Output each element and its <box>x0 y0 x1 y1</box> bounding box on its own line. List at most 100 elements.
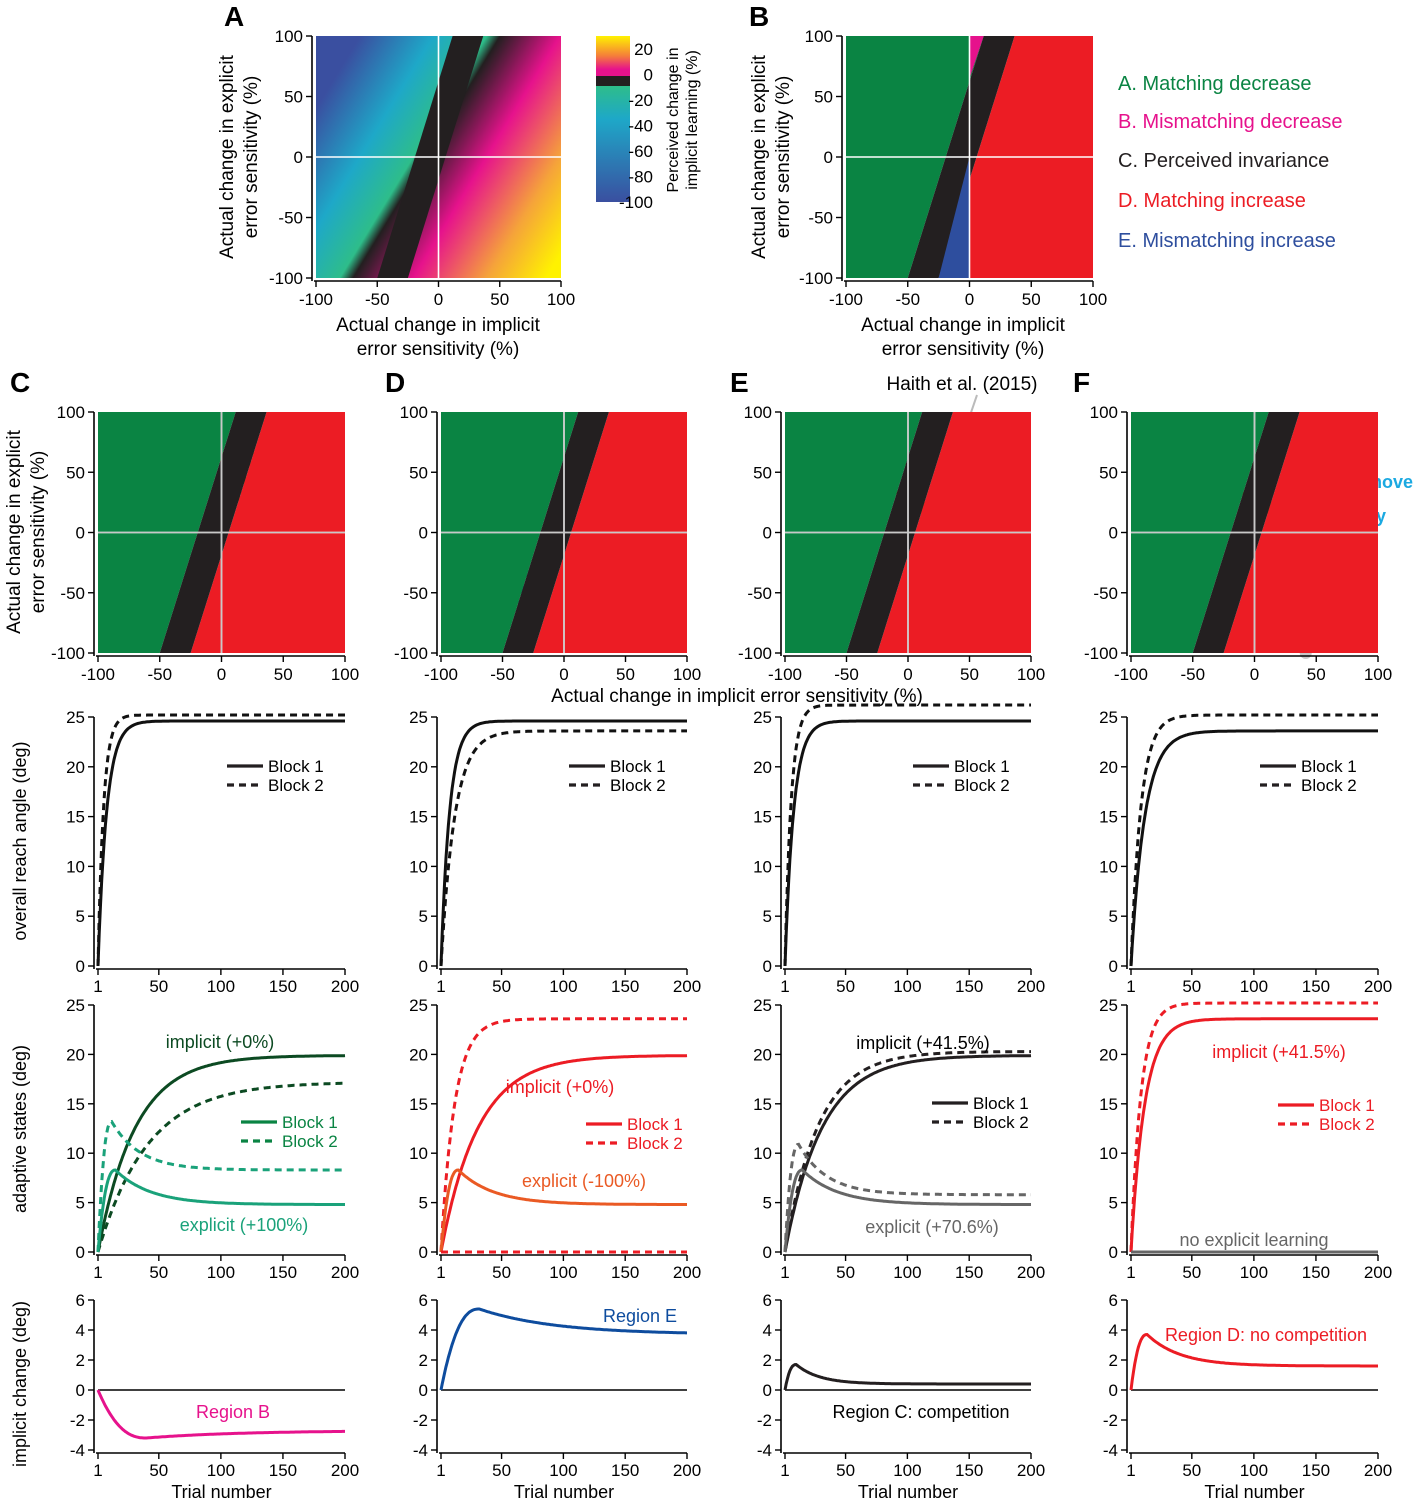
colorbar-tick-label: 20 <box>634 40 653 59</box>
x-tick-label: 50 <box>836 1461 855 1480</box>
y-axis-title: Actual change in explicit <box>4 429 25 634</box>
x-tick-label: 150 <box>611 1461 639 1480</box>
colorbar-tick-label: -20 <box>628 91 653 110</box>
y-tick-label: 20 <box>66 758 85 777</box>
x-tick-label: 150 <box>269 1263 297 1282</box>
y-tick-label: 15 <box>753 808 772 827</box>
region-map-b <box>841 36 1093 282</box>
x-tick-label: 1 <box>93 977 102 996</box>
x-axis-title: Actual change in implicit error sensitiv… <box>551 686 923 707</box>
state-line-2 <box>783 1050 1031 1253</box>
x-tick-label: 100 <box>207 1263 235 1282</box>
y-tick-label: 20 <box>1099 758 1118 777</box>
y-tick-label: -100 <box>51 644 85 663</box>
x-tick-label: 50 <box>1182 1461 1201 1480</box>
y-tick-label: -50 <box>403 584 428 603</box>
y-tick-label: 20 <box>66 1045 85 1064</box>
y-tick-label: 0 <box>419 524 428 543</box>
y-tick-label: 25 <box>66 996 85 1015</box>
x-tick-label: 1 <box>436 1461 445 1480</box>
colorbar-title: Perceived change in <box>665 48 682 193</box>
y-tick-label: 15 <box>66 1095 85 1114</box>
y-tick-label: 50 <box>814 88 833 107</box>
x-tick-label: 50 <box>836 977 855 996</box>
y-axis-title: Actual change in explicit <box>217 54 238 259</box>
y-tick-label: 2 <box>419 1351 428 1370</box>
x-tick-label: 100 <box>549 1461 577 1480</box>
x-axis-title: error sensitivity (%) <box>882 339 1045 360</box>
colorbar-title: implicit learning (%) <box>684 50 701 190</box>
panel-letter: C <box>10 367 30 398</box>
region-label: Region B <box>196 1402 270 1422</box>
y-tick-label: 0 <box>763 524 772 543</box>
x-tick-label: 200 <box>1017 977 1045 996</box>
y-tick-label: -2 <box>413 1411 428 1430</box>
legend-label: Block 1 <box>1301 757 1357 776</box>
x-tick-label: 150 <box>611 1263 639 1282</box>
x-tick-label: 100 <box>207 1461 235 1480</box>
implicit-change-line <box>1129 1332 1378 1391</box>
y-tick-label: 15 <box>409 1095 428 1114</box>
legend-entry: C. Perceived invariance <box>1118 150 1329 172</box>
y-tick-label: 0 <box>76 1381 85 1400</box>
x-axis-title: Actual change in implicit <box>861 315 1066 336</box>
implicit-change-line <box>439 1307 687 1391</box>
x-tick-label: -50 <box>147 665 172 684</box>
x-tick-label: -50 <box>895 290 920 309</box>
y-axis-title: adaptive states (deg) <box>10 1045 30 1213</box>
legend-entry: B. Mismatching decrease <box>1118 111 1343 133</box>
x-tick-label: 150 <box>1302 1263 1330 1282</box>
y-tick-label: 0 <box>1109 1381 1118 1400</box>
series-label: implicit (+0%) <box>166 1032 275 1052</box>
x-tick-label: 0 <box>434 290 443 309</box>
x-tick-label: 100 <box>673 665 701 684</box>
region-map-C-map <box>93 412 345 657</box>
y-tick-label: 4 <box>763 1321 772 1340</box>
y-tick-label: 5 <box>419 1194 428 1213</box>
y-tick-label: 0 <box>1109 957 1118 976</box>
x-tick-label: 50 <box>149 977 168 996</box>
x-tick-label: 200 <box>1364 1263 1392 1282</box>
state-line-3 <box>439 1168 687 1253</box>
region-map-D-map <box>436 412 687 657</box>
panel-letter: B <box>749 1 769 32</box>
legend-label: Block 1 <box>627 1115 683 1134</box>
y-tick-label: 100 <box>275 27 303 46</box>
y-tick-label: 20 <box>753 1045 772 1064</box>
y-axis-title: implicit change (deg) <box>10 1301 30 1467</box>
y-tick-label: 50 <box>66 463 85 482</box>
x-tick-label: 150 <box>1302 977 1330 996</box>
x-tick-label: 100 <box>549 977 577 996</box>
x-tick-label: -100 <box>81 665 115 684</box>
x-tick-label: 200 <box>1364 1461 1392 1480</box>
y-tick-label: -4 <box>1103 1441 1118 1460</box>
state-line-2 <box>96 1081 346 1253</box>
x-tick-label: 0 <box>903 665 912 684</box>
legend-label: Block 2 <box>1301 776 1357 795</box>
state-line-1 <box>96 1054 346 1253</box>
x-tick-label: 150 <box>955 977 983 996</box>
y-tick-label: 5 <box>1109 907 1118 926</box>
y-tick-label: 25 <box>753 996 772 1015</box>
y-tick-label: -50 <box>808 209 833 228</box>
y-tick-label: 6 <box>1109 1291 1118 1310</box>
y-tick-label: 0 <box>294 148 303 167</box>
y-tick-label: 50 <box>409 463 428 482</box>
x-tick-label: 1 <box>1126 977 1135 996</box>
y-tick-label: 25 <box>1099 996 1118 1015</box>
y-tick-label: 50 <box>284 88 303 107</box>
y-tick-label: 15 <box>66 808 85 827</box>
y-tick-label: 0 <box>76 524 85 543</box>
y-tick-label: 0 <box>763 957 772 976</box>
y-tick-label: 5 <box>76 907 85 926</box>
state-line-2 <box>1129 1001 1378 1253</box>
x-tick-label: 1 <box>780 1263 789 1282</box>
x-tick-label: 200 <box>1017 1461 1045 1480</box>
x-tick-label: -50 <box>1180 665 1205 684</box>
y-tick-label: 10 <box>66 1144 85 1163</box>
y-tick-label: 6 <box>76 1291 85 1310</box>
region-map-E-map <box>780 412 1031 657</box>
y-tick-label: 50 <box>1099 463 1118 482</box>
y-tick-label: 0 <box>1109 1243 1118 1262</box>
y-tick-label: 20 <box>409 1045 428 1064</box>
